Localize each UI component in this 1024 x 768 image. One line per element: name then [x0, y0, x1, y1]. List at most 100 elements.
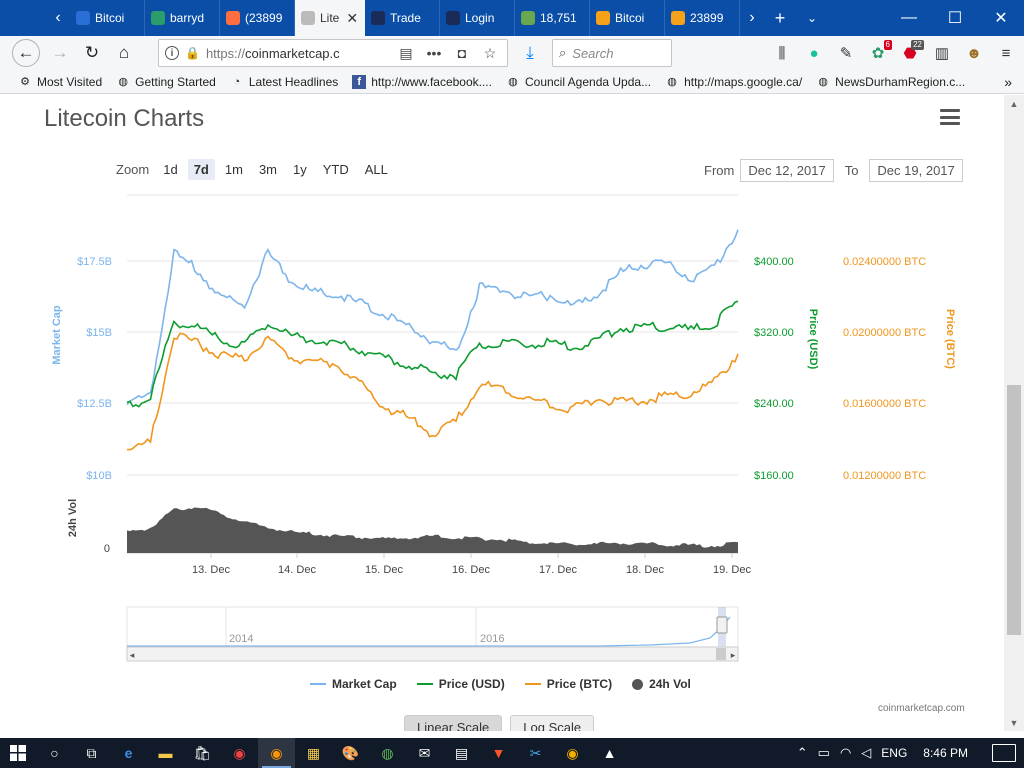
brave-icon[interactable]: ▼: [491, 745, 506, 761]
zoom-button[interactable]: 7d: [187, 159, 215, 180]
pocket-icon[interactable]: ◘: [457, 45, 467, 61]
tab-title: Trade: [390, 11, 421, 25]
browser-tab[interactable]: 23899: [665, 0, 740, 36]
navigator-handle[interactable]: [716, 616, 728, 634]
tab-title: Bitcoi: [95, 11, 125, 25]
bookmark-item[interactable]: f http://www.facebook....: [352, 74, 492, 89]
bookmarks-overflow-icon[interactable]: »: [1004, 73, 1012, 90]
to-date-input[interactable]: Dec 19, 2017: [869, 159, 963, 182]
url-bar[interactable]: i 🔒 https://coinmarketcap.c ▤ ••• ◘ ☆: [158, 39, 508, 67]
legend-market-cap[interactable]: Market Cap: [310, 677, 397, 691]
zoom-button[interactable]: 1m: [224, 162, 243, 177]
calculator-icon[interactable]: ▤: [454, 744, 469, 761]
zoom-button[interactable]: 1y: [293, 162, 307, 177]
bookmark-item[interactable]: ◔ Latest Headlines: [230, 75, 339, 89]
download-icon[interactable]: ⤓: [526, 43, 534, 62]
exchange-icon: [371, 11, 385, 25]
bookmark-star-icon[interactable]: ☆: [483, 44, 497, 61]
zoom-button[interactable]: ALL: [364, 162, 388, 177]
scroll-up-icon[interactable]: ▲: [1009, 98, 1019, 109]
close-tab-icon[interactable]: ✕: [346, 9, 359, 26]
log-scale-button[interactable]: Log Scale: [510, 715, 595, 731]
browser-tab[interactable]: (23899: [220, 0, 295, 36]
show-hidden-icons[interactable]: ⌃: [796, 745, 808, 760]
zoom-button[interactable]: YTD: [322, 162, 349, 177]
battery-icon[interactable]: ▭: [817, 745, 830, 760]
store-icon[interactable]: 🛍: [193, 744, 212, 761]
browser-tab[interactable]: 18,751: [515, 0, 590, 36]
cortana-icon[interactable]: ○: [50, 745, 59, 761]
volume-icon[interactable]: ◁: [861, 745, 872, 760]
litecoin-chart: $17.5B $15B $12.5B $10B Market Cap $400.00 $32…: [51, 194, 956, 662]
adblock-icon[interactable]: ⬣ 22: [903, 40, 924, 62]
chart-credit[interactable]: coinmarketcap.com: [878, 703, 965, 714]
chart-menu-icon[interactable]: [940, 109, 960, 125]
clock[interactable]: 8:46 PM: [923, 746, 968, 760]
wifi-icon[interactable]: ◠: [839, 745, 852, 760]
legend-price-usd[interactable]: Price (USD): [416, 677, 505, 691]
reload-button[interactable]: ↻: [84, 43, 100, 62]
reader-view-icon[interactable]: ▤: [399, 44, 413, 61]
paint-icon[interactable]: 🎨: [341, 744, 360, 761]
legend-price-btc[interactable]: Price (BTC): [524, 677, 612, 691]
legend-24h-vol[interactable]: 24h Vol: [632, 677, 691, 691]
page-actions-icon[interactable]: •••: [426, 45, 442, 61]
home-button[interactable]: ⌂: [118, 43, 130, 62]
start-button[interactable]: [0, 738, 36, 768]
snipping-icon[interactable]: ✂: [529, 744, 542, 761]
scroll-down-icon[interactable]: ▼: [1009, 717, 1019, 728]
nav-scroll-left-icon[interactable]: ◂: [130, 650, 135, 660]
extension-green-icon[interactable]: ✿ 6: [871, 40, 892, 62]
firefox-icon[interactable]: ◉: [258, 738, 295, 768]
minimize-icon[interactable]: —: [901, 9, 917, 26]
notifications-icon[interactable]: [992, 744, 1016, 762]
browser-tab[interactable]: Bitcoi: [70, 0, 145, 36]
bookmark-item[interactable]: ◍ NewsDurhamRegion.c...: [816, 75, 965, 89]
browser-tab[interactable]: Lite ✕: [295, 0, 365, 36]
file-explorer-icon[interactable]: ▬: [158, 745, 173, 761]
zoom-button[interactable]: 3m: [258, 162, 277, 177]
bookmark-item[interactable]: ⚙ Most Visited: [18, 75, 102, 89]
sidebar-icon[interactable]: ▥: [934, 45, 950, 62]
linear-scale-button[interactable]: Linear Scale: [404, 715, 503, 731]
tabs-scroll-right-icon[interactable]: ›: [749, 9, 755, 26]
zoom-label: Zoom: [116, 162, 150, 177]
chrome-icon[interactable]: ◉: [233, 744, 246, 761]
monkey-extension-icon[interactable]: ☻: [966, 44, 982, 62]
tab-list-dropdown-icon[interactable]: ⌄: [806, 11, 818, 25]
eyedropper-icon[interactable]: ✎: [839, 45, 853, 62]
forward-button[interactable]: →: [51, 43, 69, 62]
chrome-canary-icon[interactable]: ◉: [566, 744, 579, 761]
page-scrollbar[interactable]: ▲ ▼: [1004, 95, 1024, 731]
xbox-icon[interactable]: ◍: [381, 744, 394, 761]
search-input[interactable]: ⌕ Search: [552, 39, 672, 67]
mail-icon[interactable]: ✉: [418, 744, 431, 761]
task-view-icon[interactable]: ⧉: [86, 744, 97, 761]
language-indicator[interactable]: ENG: [881, 746, 908, 760]
tabs-scroll-left-icon[interactable]: ‹: [55, 9, 61, 26]
bookmark-item[interactable]: ◍ Getting Started: [116, 75, 216, 89]
browser-tab[interactable]: Trade: [365, 0, 440, 36]
browser-tab[interactable]: barryd: [145, 0, 220, 36]
close-window-icon[interactable]: ✕: [994, 10, 1008, 27]
library-icon[interactable]: ⫼: [778, 44, 786, 62]
browser-tab[interactable]: Bitcoi: [590, 0, 665, 36]
new-tab-icon[interactable]: +: [774, 7, 786, 28]
bookmark-item[interactable]: ◍ http://maps.google.ca/: [665, 75, 802, 89]
photos-icon[interactable]: ▲: [602, 745, 617, 761]
edge-icon[interactable]: e: [124, 745, 133, 761]
grammarly-icon[interactable]: ●: [809, 44, 819, 62]
nav-scroll-right-icon[interactable]: ▸: [731, 650, 736, 660]
hamburger-menu-icon[interactable]: ≡: [1001, 44, 1011, 62]
calculator-app-icon[interactable]: ▦: [306, 744, 321, 761]
back-button[interactable]: ←: [12, 39, 40, 67]
page-content: Litecoin Charts Zoom 1d 7d 1m 3m 1y YTD ALL Fr…: [0, 95, 1004, 731]
browser-tab[interactable]: Login: [440, 0, 515, 36]
scroll-thumb[interactable]: [1007, 385, 1021, 635]
site-info-icon[interactable]: i: [165, 46, 179, 60]
bookmark-item[interactable]: ◍ Council Agenda Upda...: [506, 75, 651, 89]
zoom-button[interactable]: 1d: [163, 162, 178, 177]
from-date-input[interactable]: Dec 12, 2017: [740, 159, 834, 182]
url-text[interactable]: https://coinmarketcap.c: [206, 46, 389, 61]
maximize-icon[interactable]: ☐: [947, 10, 963, 27]
